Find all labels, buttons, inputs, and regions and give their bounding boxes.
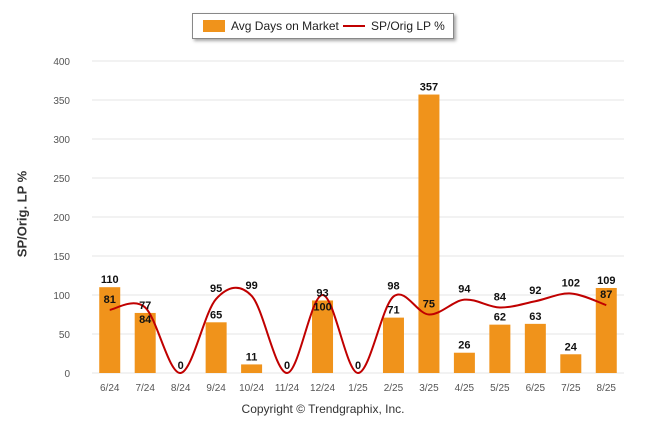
legend-line-swatch (343, 25, 365, 27)
legend-item-line: SP/Orig LP % (343, 19, 445, 33)
line-value-label: 84 (494, 291, 507, 303)
bar-value-label: 93 (316, 287, 328, 299)
line-value-label: 75 (423, 299, 435, 311)
bar (134, 312, 156, 373)
y-tick-label: 250 (53, 174, 70, 185)
copyright-text: Copyright © Trendgraphix, Inc. (241, 402, 405, 416)
x-tick-label: 9/24 (206, 383, 226, 394)
x-tick-labels: 6/24 7/24 8/24 9/24 10/24 11/24 12/24 1/25 2/25 3… (100, 383, 616, 394)
line-value-label: 95 (210, 283, 222, 295)
bar-value-label: 110 (101, 274, 119, 286)
line-value-label: 99 (245, 280, 257, 292)
x-tick-label: 7/24 (135, 383, 155, 394)
bar (205, 322, 227, 373)
bar-value-label: 11 (246, 351, 258, 363)
x-tick-label: 6/25 (526, 383, 546, 394)
bar (453, 352, 475, 373)
grid-lines (92, 60, 624, 374)
y-tick-label: 100 (53, 291, 70, 302)
legend: Avg Days on Market SP/Orig LP % (192, 13, 454, 39)
legend-line-label: SP/Orig LP % (371, 19, 445, 33)
x-tick-label: 2/25 (384, 383, 404, 394)
bar-value-label: 357 (420, 82, 438, 94)
line-value-label: 98 (387, 281, 399, 293)
x-tick-label: 4/25 (455, 383, 475, 394)
y-tick-label: 300 (53, 135, 70, 146)
x-tick-label: 10/24 (239, 383, 264, 394)
bar (418, 94, 440, 373)
bar-value-label: 62 (494, 312, 506, 324)
x-tick-label: 8/25 (597, 383, 617, 394)
bar (312, 300, 334, 373)
bar (241, 364, 263, 373)
bar (382, 317, 404, 373)
bar (524, 323, 546, 373)
y-tick-label: 350 (53, 96, 70, 107)
legend-bar-swatch (203, 20, 225, 32)
line-value-label: 87 (600, 289, 612, 301)
x-tick-label: 6/24 (100, 383, 120, 394)
y-tick-label: 200 (53, 213, 70, 224)
y-tick-label: 150 (53, 252, 70, 263)
bar-value-label: 77 (139, 300, 151, 312)
y-axis-title: SP/Orig. LP % (14, 170, 30, 258)
x-tick-label: 3/25 (419, 383, 439, 394)
bar-value-label: 0 (355, 360, 361, 372)
y-tick-labels: 0 50 100 150 200 250 300 350 400 (53, 57, 70, 380)
line-value-label: 92 (529, 285, 541, 297)
x-tick-label: 11/24 (275, 383, 300, 394)
data-labels: 110 81 77 84 0 65 95 11 99 0 93 100 0 71 98 357 75 26 94 62… (101, 82, 616, 372)
legend-bar-label: Avg Days on Market (231, 19, 339, 33)
bar (489, 324, 511, 373)
x-tick-label: 7/25 (561, 383, 581, 394)
legend-item-bar: Avg Days on Market (203, 19, 339, 33)
x-tick-label: 12/24 (310, 383, 335, 394)
bar (560, 354, 582, 373)
line-value-label: 100 (313, 301, 331, 313)
bar-value-label: 0 (178, 360, 184, 372)
line-value-label: 94 (458, 284, 471, 296)
bar (595, 287, 617, 373)
x-tick-label: 1/25 (348, 383, 368, 394)
bar-value-label: 65 (210, 309, 222, 321)
x-tick-label: 8/24 (171, 383, 191, 394)
bar-value-label: 63 (529, 311, 541, 323)
bar-value-label: 109 (597, 275, 615, 287)
line-value-label: 102 (562, 277, 580, 289)
line-value-label: 84 (139, 314, 152, 326)
y-tick-label: 400 (53, 57, 70, 68)
bar-series (99, 94, 617, 373)
y-tick-label: 0 (64, 369, 70, 380)
bar-value-label: 26 (458, 340, 470, 352)
bar-value-label: 24 (565, 341, 578, 353)
bar-value-label: 0 (284, 360, 290, 372)
x-tick-label: 5/25 (490, 383, 510, 394)
bar-value-label: 71 (387, 305, 399, 317)
line-value-label: 81 (104, 294, 116, 306)
line-series-path (109, 286, 607, 375)
y-tick-label: 50 (59, 330, 71, 341)
